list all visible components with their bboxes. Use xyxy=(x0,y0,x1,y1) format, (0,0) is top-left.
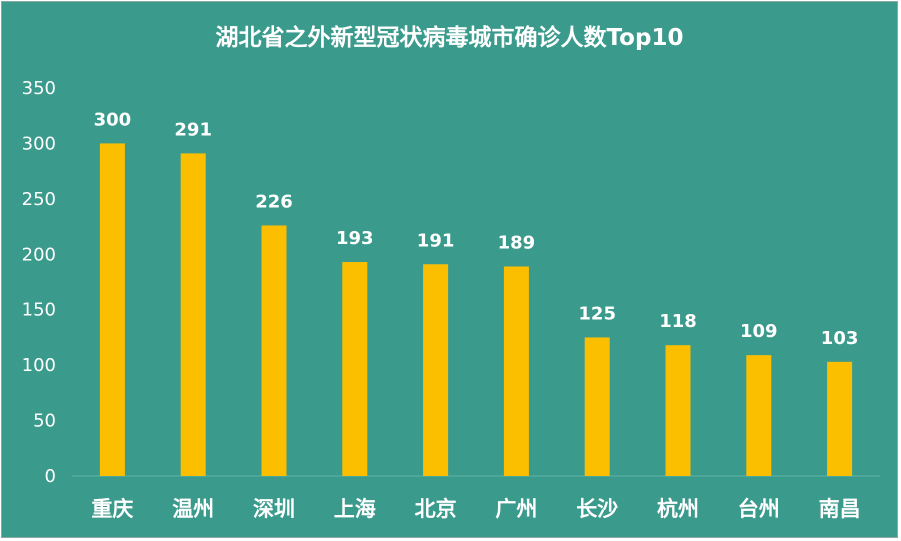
y-tick-label: 350 xyxy=(22,78,56,99)
bar-6 xyxy=(584,337,610,476)
category-label-4: 北京 xyxy=(415,497,457,521)
data-label-0: 300 xyxy=(94,109,132,130)
category-label-8: 台州 xyxy=(738,497,780,521)
data-label-7: 118 xyxy=(659,311,697,332)
chart-title: 湖北省之外新型冠状病毒城市确诊人数Top10 xyxy=(215,25,684,51)
data-label-3: 193 xyxy=(336,228,374,249)
bar-7 xyxy=(665,345,691,476)
data-label-9: 103 xyxy=(821,328,859,349)
y-tick-label: 0 xyxy=(45,466,56,487)
data-labels: 300 291 226 193 191 189 125 118 109 103 xyxy=(94,109,859,348)
data-label-6: 125 xyxy=(578,303,616,324)
data-label-5: 189 xyxy=(498,232,536,253)
y-tick-label: 50 xyxy=(33,411,56,432)
bars xyxy=(99,143,853,477)
bar-1 xyxy=(180,153,206,477)
bar-9 xyxy=(827,361,853,476)
category-label-1: 温州 xyxy=(172,497,214,521)
y-tick-label: 250 xyxy=(22,189,56,210)
data-label-1: 291 xyxy=(174,119,212,140)
category-label-5: 广州 xyxy=(495,497,537,521)
y-axis-ticks: 0 50 100 150 200 250 300 350 xyxy=(22,78,56,487)
bar-5 xyxy=(503,266,529,476)
y-tick-label: 100 xyxy=(22,355,56,376)
y-tick-label: 200 xyxy=(22,244,56,265)
category-labels: 重庆 温州 深圳 上海 北京 广州 长沙 杭州 台州 南昌 xyxy=(91,497,860,521)
category-label-7: 杭州 xyxy=(657,497,699,521)
category-label-3: 上海 xyxy=(334,497,376,521)
bar-0 xyxy=(99,143,125,476)
bar-2 xyxy=(261,225,287,476)
category-label-2: 深圳 xyxy=(253,497,295,521)
y-tick-label: 300 xyxy=(22,133,56,154)
data-label-2: 226 xyxy=(255,191,293,212)
bar-8 xyxy=(746,355,772,476)
bar-4 xyxy=(423,264,449,476)
category-label-6: 长沙 xyxy=(576,497,618,521)
data-label-4: 191 xyxy=(417,230,455,251)
category-label-0: 重庆 xyxy=(91,497,133,521)
data-label-8: 109 xyxy=(740,321,778,342)
bar-3 xyxy=(342,262,368,476)
category-label-9: 南昌 xyxy=(819,497,861,521)
y-tick-label: 150 xyxy=(22,300,56,321)
